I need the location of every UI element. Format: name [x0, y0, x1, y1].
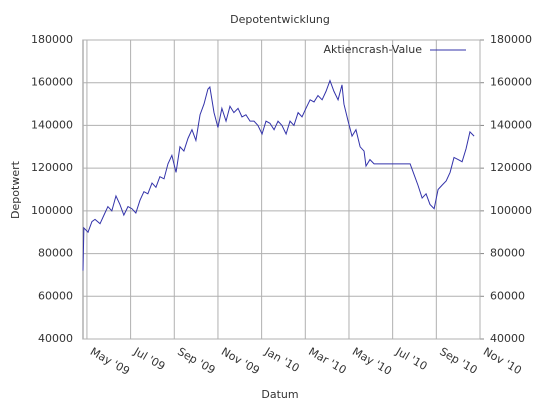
- chart-title: Depotentwicklung: [230, 13, 330, 26]
- x-tick-label: Nov '10: [481, 345, 524, 377]
- y2-tick-label: 180000: [490, 33, 532, 46]
- y-tick-label: 160000: [31, 76, 73, 89]
- y-tick-label: 120000: [31, 161, 73, 174]
- x-tick-label: Nov '09: [219, 345, 262, 377]
- y-tick-label: 80000: [38, 247, 73, 260]
- x-tick-label: Sep '09: [175, 345, 217, 377]
- y-axis-label: Depotwert: [9, 160, 22, 219]
- y-tick-label: 100000: [31, 204, 73, 217]
- y2-tick-label: 40000: [490, 332, 525, 345]
- line-series: [82, 79, 475, 271]
- x-tick-label: Mar '10: [306, 345, 348, 377]
- y2-tick-label: 80000: [490, 247, 525, 260]
- x-tick-label: May '10: [350, 345, 394, 378]
- x-tick-label: May '09: [88, 345, 132, 378]
- y2-tick-label: 120000: [490, 161, 532, 174]
- plot-frame: [82, 39, 481, 340]
- y-tick-label: 140000: [31, 118, 73, 131]
- y-tick-label: 60000: [38, 289, 73, 302]
- y-tick-label: 40000: [38, 332, 73, 345]
- x-axis-label: Datum: [261, 388, 298, 400]
- y2-tick-label: 100000: [490, 204, 532, 217]
- x-tick-label: Jul '10: [393, 344, 430, 373]
- legend-label: Aktiencrash-Value: [323, 43, 422, 56]
- y-tick-label: 180000: [31, 33, 73, 46]
- y2-tick-label: 140000: [490, 118, 532, 131]
- y2-tick-label: 160000: [490, 76, 532, 89]
- x-tick-label: Sep '10: [437, 345, 479, 377]
- x-tick-label: Jul '09: [131, 344, 168, 373]
- y2-tick-label: 60000: [490, 289, 525, 302]
- x-tick-label: Jan '10: [262, 344, 302, 375]
